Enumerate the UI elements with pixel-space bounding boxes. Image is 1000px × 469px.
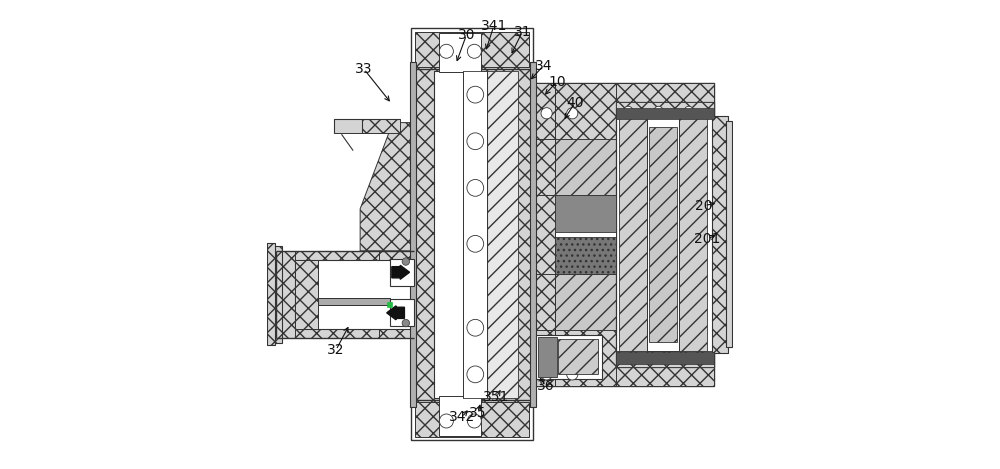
Text: 34: 34 [535,59,552,73]
Text: 31: 31 [514,25,531,39]
Text: 36: 36 [537,379,555,393]
Text: 40: 40 [566,96,583,110]
Text: 341: 341 [481,19,507,33]
Circle shape [624,106,633,116]
Bar [434,71,487,398]
Circle shape [402,319,410,327]
Text: 10: 10 [548,75,566,89]
Bar [379,251,414,267]
Bar [555,195,616,232]
Bar [679,118,707,351]
Bar [295,260,411,329]
Bar [555,195,616,274]
Circle shape [567,369,578,380]
Bar [530,62,536,407]
Bar [536,367,714,386]
Polygon shape [360,122,414,251]
Text: 32: 32 [327,343,345,357]
Bar [276,329,414,338]
Circle shape [439,44,453,58]
Bar [434,71,464,398]
Bar [555,237,616,274]
Bar [276,251,295,338]
FancyArrow shape [392,265,410,279]
Bar [616,102,714,367]
Bar [295,260,318,329]
Bar [555,139,616,195]
Circle shape [541,369,552,380]
Bar [411,28,533,69]
Bar [439,33,481,72]
Bar [487,71,518,398]
Bar [536,83,555,386]
Circle shape [439,414,453,428]
Text: 35: 35 [469,406,486,420]
Bar [379,322,414,338]
Bar [390,259,414,286]
Bar [536,83,714,386]
Bar [649,127,677,342]
Circle shape [467,319,484,336]
Bar [538,337,557,377]
Bar [616,102,714,118]
Bar [415,32,529,67]
Text: 201: 201 [694,232,721,246]
Circle shape [684,353,693,363]
Bar [555,274,616,330]
Text: 20: 20 [695,198,713,212]
Bar [415,402,529,437]
Bar [616,351,714,367]
Bar [555,83,616,139]
Bar [411,400,533,439]
Circle shape [541,108,552,119]
Text: 342: 342 [449,410,475,424]
Bar [616,108,714,119]
Bar [536,335,602,379]
Bar [536,83,714,102]
Circle shape [654,353,663,363]
Bar [726,121,732,348]
Bar [318,298,390,305]
Bar [334,119,362,133]
Circle shape [467,235,484,252]
Bar [647,118,679,351]
Circle shape [467,133,484,150]
Circle shape [467,366,484,383]
Bar [616,353,714,363]
Circle shape [567,108,578,119]
Bar [410,62,416,407]
Circle shape [467,180,484,196]
Bar [411,62,533,407]
Bar [558,340,598,374]
Text: 33: 33 [355,62,373,76]
Bar [267,243,275,346]
Circle shape [467,44,481,58]
Circle shape [654,106,663,116]
Bar [555,330,616,386]
Bar [439,396,481,436]
Bar [536,274,555,330]
Bar [390,299,414,326]
Bar [712,116,728,353]
Circle shape [402,258,410,265]
Bar [271,246,282,343]
Bar [463,71,487,398]
Circle shape [684,106,693,116]
Circle shape [624,353,633,363]
Circle shape [467,414,481,428]
Bar [619,118,647,351]
Bar [276,251,414,260]
Bar [536,139,555,195]
Circle shape [467,86,484,103]
Text: 30: 30 [458,28,475,42]
Text: 351: 351 [483,390,509,404]
FancyArrow shape [387,306,404,320]
Bar [360,119,400,133]
Bar [387,302,392,307]
